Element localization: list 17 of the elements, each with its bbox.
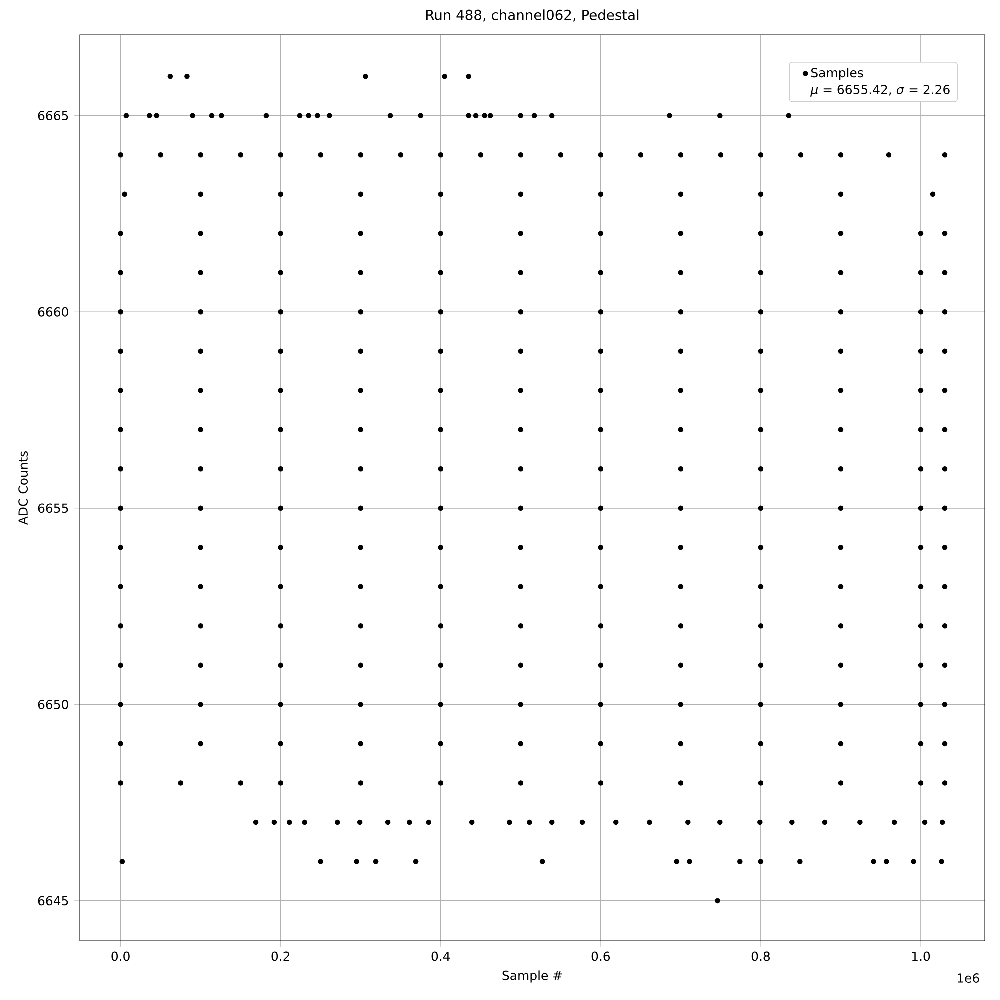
- legend-label: Samples: [812, 68, 864, 80]
- x-axis-title: Sample #: [502, 970, 562, 983]
- y-tick-label: 6655: [38, 504, 68, 514]
- x-tick-label: 1.0: [912, 952, 930, 962]
- y-tick-label: 6665: [38, 111, 68, 121]
- annotation: μ = 6655.42, σ = 2.26: [810, 85, 950, 97]
- x-tick-label: 0.6: [592, 952, 610, 962]
- x-tick-label: 0.0: [112, 952, 130, 962]
- y-tick-label: 6660: [38, 307, 68, 317]
- y-tick-label: 6645: [38, 896, 68, 906]
- y-tick-label: 6650: [38, 700, 68, 710]
- x-tick-label: 0.4: [432, 952, 450, 962]
- y-axis-title: ADC Counts: [18, 451, 28, 526]
- x-tick-label: 0.2: [272, 952, 290, 962]
- chart-title: Run 488, channel062, Pedestal: [426, 10, 639, 22]
- text: 1e6: [958, 974, 980, 983]
- x-tick-label: 0.8: [752, 952, 770, 962]
